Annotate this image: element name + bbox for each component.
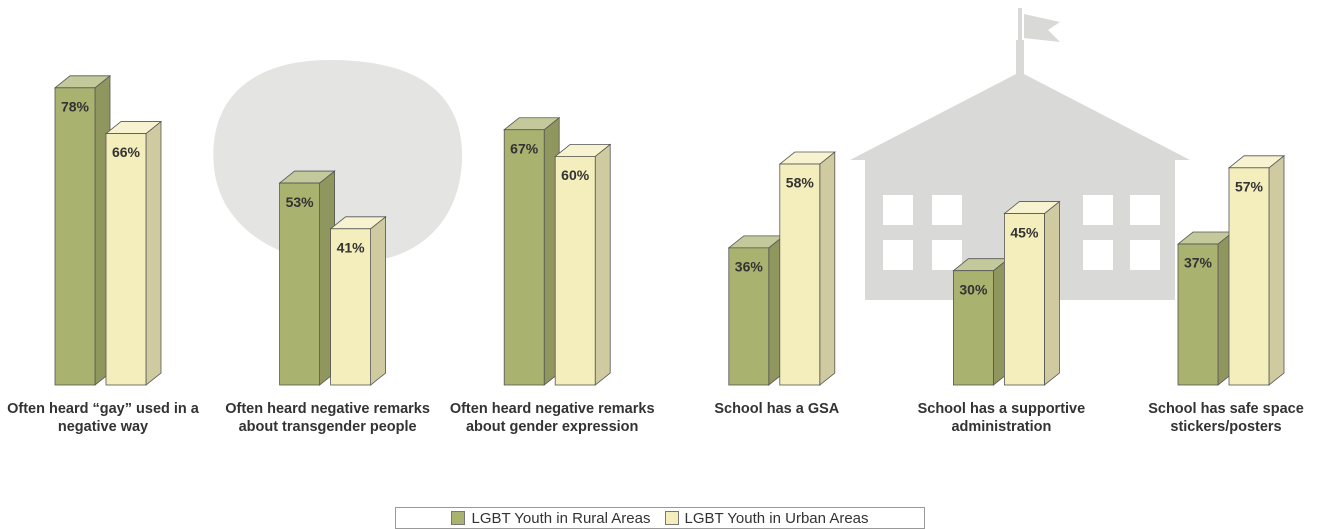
bar-side — [145, 120, 162, 386]
value-label: 66% — [112, 144, 141, 160]
value-label: 45% — [1010, 224, 1039, 240]
x-tick-label: Often heard negative remarks about trans… — [225, 401, 430, 435]
value-label: 53% — [286, 194, 315, 210]
bar — [503, 129, 545, 386]
bar-side — [1268, 154, 1285, 386]
bar — [330, 228, 372, 386]
x-tick-label: School has safe space stickers/posters — [1148, 401, 1304, 435]
bar-side — [819, 151, 836, 386]
value-label: 57% — [1235, 179, 1264, 195]
value-label: 60% — [561, 167, 590, 183]
bar — [728, 247, 770, 386]
x-tick-label: Often heard negative remarks about gende… — [449, 401, 655, 435]
legend-item: LGBT Youth in Rural Areas — [451, 509, 651, 527]
bar — [1177, 243, 1219, 386]
x-tick-label: School has a supportive administration — [917, 401, 1086, 435]
bar — [1004, 213, 1045, 386]
bar — [953, 270, 994, 386]
legend-swatch — [664, 511, 679, 525]
legend-swatch — [451, 511, 466, 525]
value-label: 36% — [735, 259, 764, 275]
bar-side — [1044, 200, 1060, 386]
value-label: 78% — [61, 99, 90, 115]
value-label: 37% — [1184, 255, 1213, 271]
legend: LGBT Youth in Rural Areas LGBT Youth in U… — [395, 507, 925, 529]
bar — [105, 133, 147, 386]
bar — [54, 87, 96, 386]
bar-side — [594, 143, 611, 386]
legend-item: LGBT Youth in Urban Areas — [664, 509, 869, 527]
bar — [279, 182, 321, 386]
value-label: 30% — [959, 281, 988, 297]
x-tick-label: School has a GSA — [714, 401, 840, 417]
value-label: 67% — [510, 140, 539, 156]
bar — [779, 163, 821, 386]
legend-label: LGBT Youth in Urban Areas — [684, 509, 869, 527]
bar-side — [370, 215, 386, 386]
bar — [554, 155, 596, 386]
bar — [1228, 167, 1270, 386]
legend-label: LGBT Youth in Rural Areas — [471, 509, 651, 527]
background-art — [213, 8, 1190, 300]
x-tick-label: Often heard “gay” used in a negative way — [7, 401, 199, 435]
value-label: 41% — [337, 239, 366, 255]
value-label: 58% — [786, 175, 815, 191]
